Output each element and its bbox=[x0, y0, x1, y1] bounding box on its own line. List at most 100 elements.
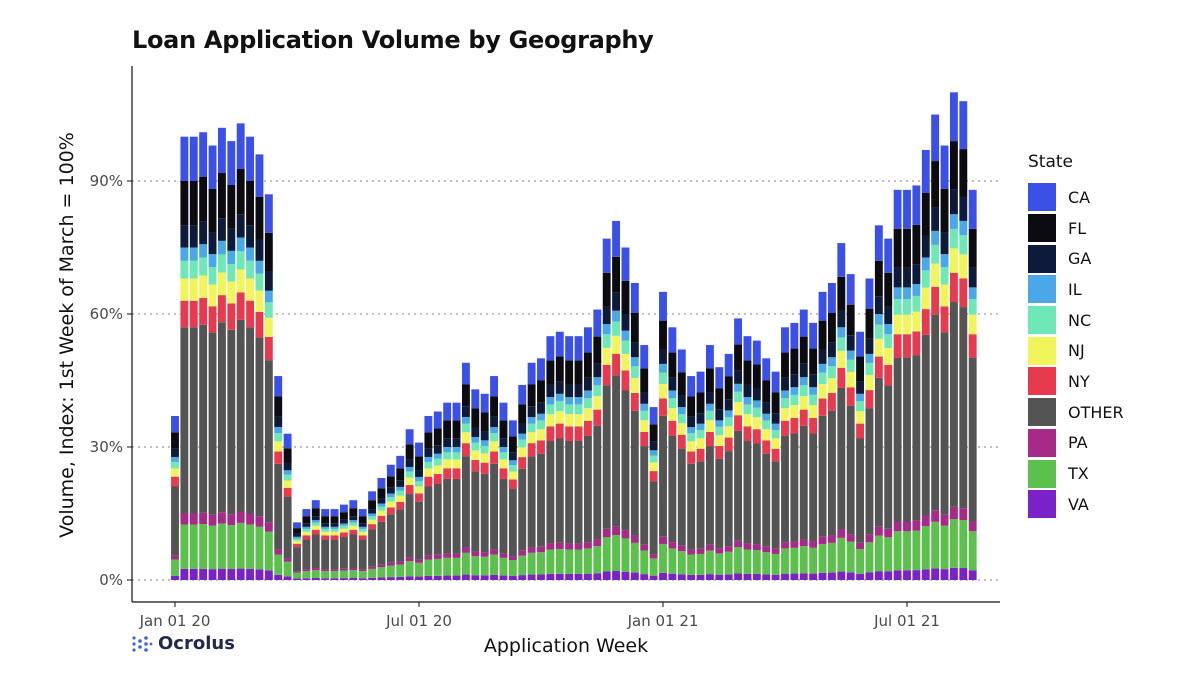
bar-segment-pa bbox=[612, 526, 621, 536]
legend-label: VA bbox=[1068, 494, 1089, 514]
bar-segment-ny bbox=[677, 434, 686, 449]
bar-segment-ca bbox=[602, 238, 611, 273]
y-tick-label: 30% bbox=[90, 438, 123, 456]
bar-segment-ny bbox=[443, 468, 452, 479]
bar-segment-fl bbox=[602, 272, 611, 307]
bar-segment-ga bbox=[846, 335, 855, 351]
bar-segment-il bbox=[171, 456, 179, 462]
bar-segment-ca bbox=[903, 189, 911, 229]
bar-segment-ga bbox=[227, 228, 236, 251]
bar-segment-ny bbox=[959, 278, 968, 308]
x-tick-label: Jan 01 21 bbox=[627, 612, 699, 630]
bar-segment-pa bbox=[574, 543, 583, 550]
bar-segment-va bbox=[612, 571, 621, 580]
bar-segment-pa bbox=[480, 552, 489, 557]
bar-segment-fl bbox=[818, 320, 827, 350]
bar-segment-fl bbox=[508, 436, 517, 453]
bar-segment-va bbox=[743, 573, 752, 580]
bar-segment-nc bbox=[640, 410, 649, 421]
bar-segment-fl bbox=[555, 356, 564, 382]
x-ticks: Jan 01 20 Jul 01 20 Jan 01 21 Jul 01 21 bbox=[139, 602, 940, 630]
bar-segment-nc bbox=[339, 525, 348, 529]
bar-segment-nc bbox=[264, 302, 273, 318]
bar-segment-va bbox=[715, 574, 724, 580]
bar-segment-ny bbox=[405, 485, 414, 495]
bar-segment-nj bbox=[799, 396, 808, 410]
bar-segment-nj bbox=[903, 314, 911, 335]
bar-segment-other bbox=[480, 473, 489, 553]
bar-segment-fl bbox=[696, 392, 705, 414]
bar-segment-pa bbox=[443, 553, 452, 558]
bar-segment-va bbox=[189, 568, 198, 580]
bar-segment-il bbox=[480, 440, 489, 446]
bar-segment-other bbox=[246, 327, 255, 514]
bar-segment-nj bbox=[734, 402, 743, 416]
bar-segment-ny bbox=[283, 487, 292, 497]
bar-segment-ga bbox=[790, 374, 799, 388]
bar-segment-pa bbox=[837, 529, 846, 538]
bar-segment-fl bbox=[405, 444, 414, 460]
bar-segment-pa bbox=[715, 548, 724, 554]
bar-segment-other bbox=[349, 534, 358, 569]
bar-segment-ny bbox=[893, 334, 902, 358]
bar-segment-pa bbox=[461, 547, 470, 553]
bar-segment-ca bbox=[734, 318, 743, 345]
bar-segment-ga bbox=[274, 416, 283, 428]
bar-segment-other bbox=[227, 329, 236, 515]
bar-segment-ga bbox=[311, 516, 320, 521]
bar-segment-ga bbox=[368, 509, 377, 514]
bar-segment-other bbox=[715, 458, 724, 549]
bar-segment-ny bbox=[180, 300, 189, 328]
bar-segment-va bbox=[236, 568, 245, 580]
bar-segment-nc bbox=[293, 538, 301, 541]
bar-segment-va bbox=[659, 572, 667, 580]
bar-segment-nc bbox=[734, 391, 743, 403]
bar-segment-ca bbox=[415, 442, 423, 457]
bar-segment-other bbox=[415, 501, 423, 560]
bar-segment-nj bbox=[630, 378, 639, 393]
bar-segment-ga bbox=[302, 523, 311, 527]
bar-segment-other bbox=[799, 425, 808, 540]
bar-segment-other bbox=[903, 357, 911, 522]
bar-segment-ga bbox=[781, 377, 789, 391]
bar-segment-nj bbox=[377, 510, 386, 516]
bar-segment-il bbox=[377, 503, 386, 507]
bar-segment-fl bbox=[612, 256, 621, 293]
bar-segment-va bbox=[734, 573, 743, 580]
bar-segment-fl bbox=[724, 376, 733, 400]
bar-segment-tx bbox=[799, 546, 808, 574]
bar-segment-va bbox=[546, 573, 555, 580]
bar-segment-pa bbox=[339, 568, 348, 571]
bar-segment-ga bbox=[903, 267, 911, 288]
bar-segment-fl bbox=[274, 396, 283, 417]
bar-segment-va bbox=[396, 576, 405, 580]
bar-segment-fl bbox=[734, 344, 743, 371]
bar-segment-nc bbox=[696, 429, 705, 439]
bar-segment-va bbox=[537, 574, 545, 580]
bar-segment-nc bbox=[583, 398, 592, 409]
bar-segment-ny bbox=[227, 303, 236, 330]
bar-segment-pa bbox=[640, 544, 649, 551]
bar-segment-other bbox=[583, 435, 592, 543]
bar-segment-pa bbox=[358, 569, 367, 572]
bar-segment-va bbox=[377, 577, 386, 580]
bar-segment-fl bbox=[217, 173, 226, 219]
bar-segment-fl bbox=[302, 516, 311, 524]
bar-segment-fl bbox=[321, 516, 330, 524]
bar-segment-ga bbox=[809, 374, 818, 388]
bar-segment-ny bbox=[499, 468, 508, 479]
bar-segment-pa bbox=[949, 506, 958, 520]
legend-swatch bbox=[1028, 306, 1056, 335]
bar-segment-il bbox=[217, 240, 226, 255]
bar-segment-nj bbox=[921, 287, 930, 310]
bar-segment-ny bbox=[949, 272, 958, 303]
bar-segment-other bbox=[527, 456, 536, 548]
bar-segment-ca bbox=[724, 353, 733, 377]
bar-segment-il bbox=[799, 377, 808, 386]
bar-segment-fl bbox=[368, 500, 377, 510]
bar-segment-ga bbox=[527, 406, 536, 418]
bar-segment-fl bbox=[931, 161, 940, 208]
bar-segment-va bbox=[593, 573, 602, 580]
bar-segment-va bbox=[565, 573, 574, 580]
bar-segment-nc bbox=[208, 267, 217, 285]
